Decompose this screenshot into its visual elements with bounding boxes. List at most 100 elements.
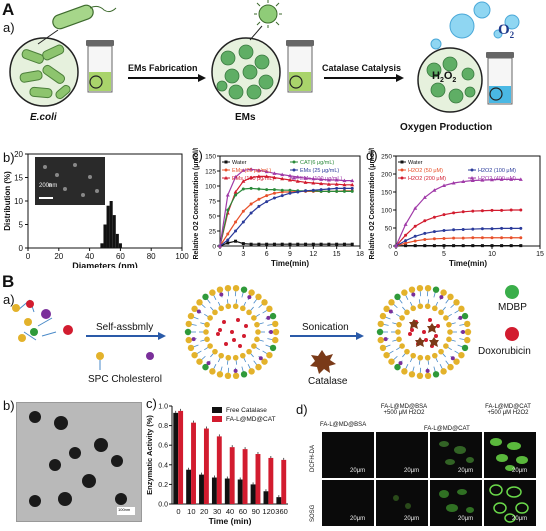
scale-r1c3: 20μm: [458, 468, 473, 474]
y-tick-label: 0: [212, 244, 216, 251]
lipid-head: [409, 286, 415, 292]
legend-label: Water: [232, 160, 247, 166]
data-point: [289, 192, 292, 195]
doxorubicin-dot: [216, 332, 220, 336]
series-line: [220, 191, 352, 246]
header-col-1: FA-L@MD@BSA: [320, 422, 366, 428]
o2-label-main: O: [498, 22, 510, 38]
lipid-head: [440, 289, 446, 295]
lipid-head: [217, 371, 223, 377]
lipid-head: [218, 306, 224, 312]
data-point: [491, 209, 494, 212]
lipid-head: [196, 358, 202, 364]
data-point: [510, 244, 513, 247]
data-point: [226, 209, 229, 212]
lipid-head: [266, 306, 272, 312]
bar: [173, 413, 178, 504]
data-point: [351, 243, 354, 246]
x-tick-label: 12: [309, 251, 317, 258]
y-tick-label: 5: [19, 221, 24, 230]
legend-marker: [401, 177, 404, 180]
h2o2-h: H: [432, 70, 440, 82]
data-point: [304, 189, 307, 192]
x-tick-label: 40: [85, 252, 94, 261]
x-tick-label: 6: [265, 251, 269, 258]
lipid-head: [209, 368, 215, 374]
lipid-head: [207, 315, 213, 321]
data-point: [519, 209, 522, 212]
lipid-head: [394, 294, 400, 300]
lipid-head: [383, 306, 389, 312]
x-tick-label: 0: [26, 252, 31, 261]
histogram-bar: [103, 225, 106, 249]
lipid-head: [196, 299, 202, 305]
bar: [251, 484, 256, 504]
x-tick-label: 10: [187, 507, 195, 516]
legend-label: FA-L@MD@CAT: [226, 416, 276, 423]
tem-inset-dots: [35, 157, 105, 205]
h2o2-sub2: 2: [452, 77, 456, 84]
histogram-bar: [100, 243, 103, 248]
lipid-head: [254, 322, 260, 328]
lipid-head: [458, 306, 464, 312]
data-point: [257, 205, 260, 208]
lipid-head: [438, 310, 444, 316]
lipid-head: [462, 313, 468, 319]
data-point: [234, 194, 237, 197]
lipid-head: [447, 329, 453, 335]
y-tick-label: 250: [381, 154, 392, 161]
histogram-bar: [110, 201, 113, 248]
lipid-head: [233, 355, 239, 361]
data-point: [257, 188, 260, 191]
data-point: [471, 244, 474, 247]
data-point: [296, 243, 299, 246]
lipid-head: [273, 329, 279, 335]
lipid-head: [443, 315, 449, 321]
data-point: [500, 209, 503, 212]
bar: [225, 479, 230, 504]
legend-mdbp: MDBP: [498, 302, 527, 313]
lipid-head: [410, 353, 416, 359]
lipid-head: [225, 373, 231, 379]
x-tick-label: 0: [394, 251, 398, 258]
data-point: [433, 244, 436, 247]
data-point: [265, 194, 268, 197]
bar: [217, 436, 222, 504]
x-tick-label: 15: [536, 251, 544, 258]
cholesterol: [197, 309, 201, 313]
fluor-img-r1c1: 20μm: [322, 432, 374, 478]
doxorubicin-dot: [236, 318, 240, 322]
data-point: [433, 230, 436, 233]
lipid-head: [417, 285, 423, 291]
lipid-head: [204, 322, 210, 328]
bar: [238, 480, 243, 505]
data-point: [289, 243, 292, 246]
fluor-cells-r2c4: [484, 480, 536, 526]
o2-label-sub: 2: [510, 30, 515, 40]
data-point: [320, 243, 323, 246]
x-tick-label: 5: [442, 251, 446, 258]
y-tick-label: 1.0: [158, 404, 168, 411]
lipid-head: [378, 321, 384, 327]
legend-swatch: [212, 416, 222, 422]
lipid-head: [446, 337, 452, 343]
lipid-head: [380, 313, 386, 319]
bar: [243, 449, 248, 504]
data-point: [404, 234, 407, 237]
data-point: [273, 188, 276, 191]
y-tick-label: 0.0: [158, 502, 168, 509]
data-point: [471, 228, 474, 231]
data-point: [234, 230, 237, 233]
lipid-head: [404, 349, 410, 355]
data-point: [443, 244, 446, 247]
lipid-head: [191, 352, 197, 358]
lipid-head: [241, 371, 247, 377]
y-tick-label: 0.8: [158, 423, 168, 430]
lipid-head: [464, 337, 470, 343]
lipid-head: [233, 285, 239, 291]
bar: [281, 460, 286, 504]
cholesterol: [192, 337, 196, 341]
legend-swatch: [212, 407, 222, 413]
y-tick-label: 125: [205, 169, 216, 176]
